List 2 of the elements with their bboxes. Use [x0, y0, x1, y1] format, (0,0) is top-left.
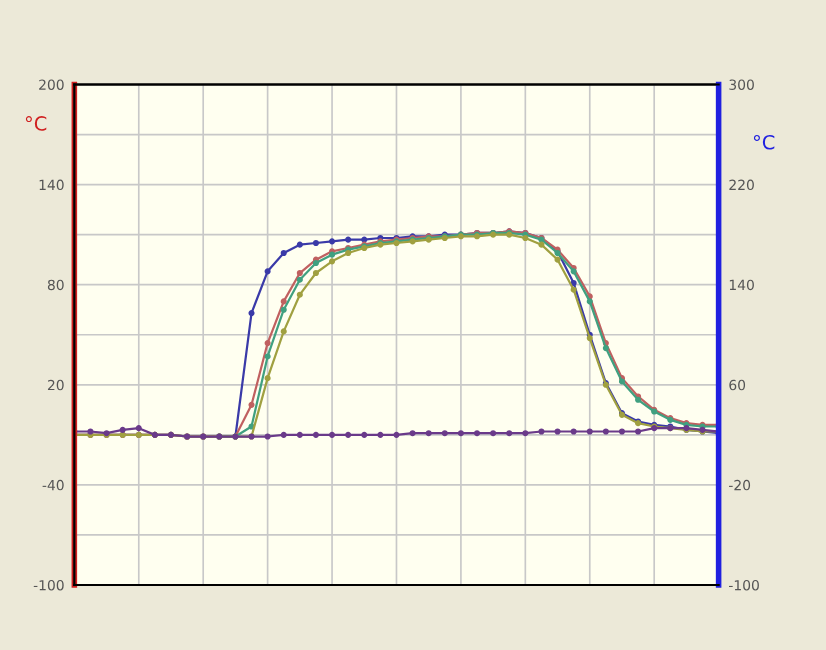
y-axis-title: °C — [25, 116, 47, 131]
y2-axis-title: °C — [753, 134, 775, 150]
